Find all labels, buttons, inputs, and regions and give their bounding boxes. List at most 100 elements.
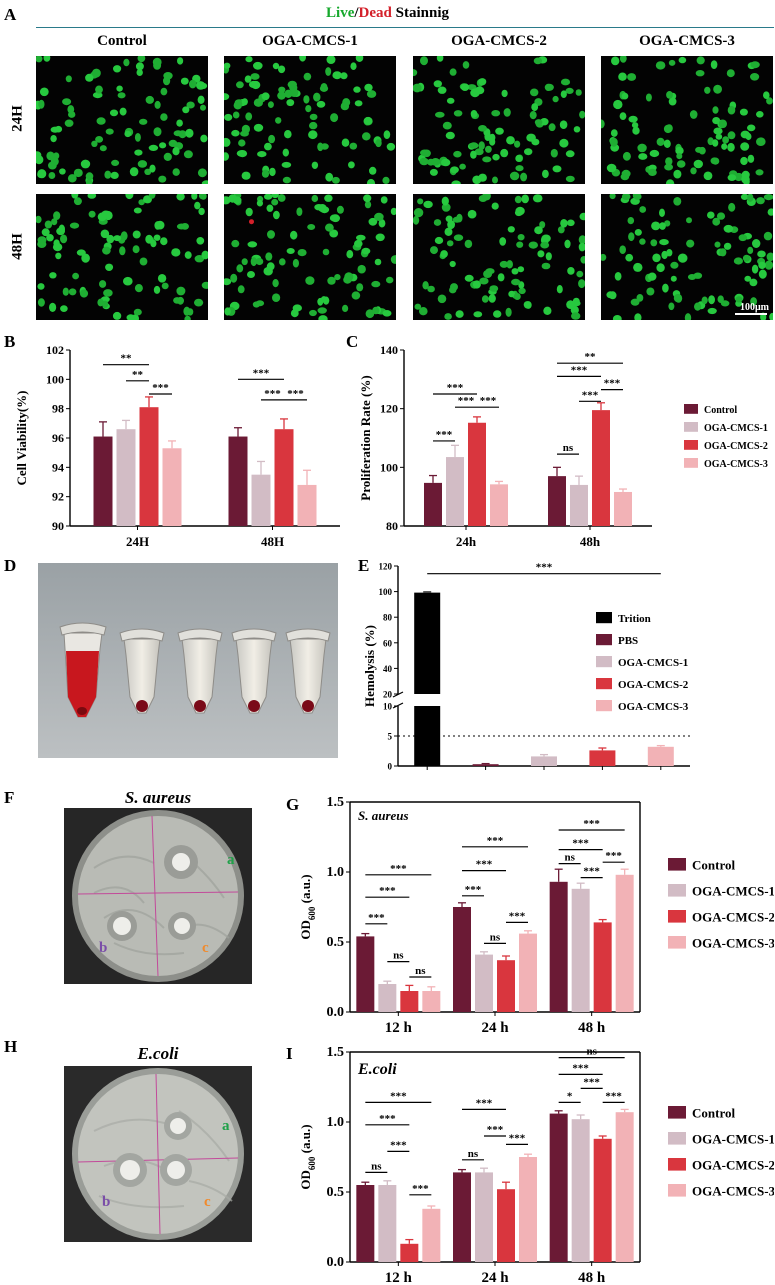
live-cell — [198, 194, 206, 200]
live-cell — [489, 137, 496, 146]
live-cell — [275, 117, 282, 124]
y-axis-label: OD600 (a.u.) — [298, 1124, 317, 1189]
legend-swatch — [668, 1106, 686, 1119]
bar — [519, 1157, 537, 1262]
bar — [446, 457, 464, 526]
live-cell — [758, 269, 767, 279]
live-cell — [707, 211, 715, 219]
bar — [228, 436, 248, 526]
x-tick-label: 48h — [580, 534, 601, 549]
live-cell — [648, 168, 657, 176]
live-cell — [542, 169, 549, 179]
plate-h-label-a: a — [222, 1118, 230, 1134]
live-cell — [449, 260, 456, 268]
bar — [468, 422, 486, 526]
live-cell — [263, 266, 273, 276]
live-cell — [266, 204, 274, 212]
live-cell — [637, 143, 647, 153]
significance-label: *** — [476, 859, 493, 871]
x-tick-label: 12 h — [385, 1270, 413, 1285]
live-cell — [311, 161, 319, 169]
live-cell — [331, 176, 340, 184]
live-cell — [559, 138, 569, 148]
live-cell — [524, 148, 533, 156]
live-cell — [316, 100, 326, 108]
live-cell — [627, 217, 635, 225]
live-cell — [297, 249, 307, 257]
live-cell — [499, 237, 507, 246]
live-cell — [578, 242, 585, 252]
live-cell — [449, 286, 457, 294]
live-cell — [650, 239, 658, 247]
y-tick-label: 80 — [383, 613, 393, 623]
live-cell — [231, 239, 240, 248]
live-cell — [324, 194, 333, 202]
live-cell — [528, 241, 538, 249]
live-cell — [97, 212, 107, 222]
live-cell — [518, 287, 526, 295]
live-cell — [149, 164, 156, 173]
live-cell — [60, 305, 68, 312]
live-cell — [81, 253, 90, 263]
significance-label: *** — [604, 378, 621, 390]
bar — [592, 410, 610, 526]
live-cell — [745, 132, 752, 141]
y-tick-label: 100 — [379, 587, 393, 597]
live-cell — [67, 174, 77, 183]
live-cell — [573, 126, 581, 133]
live-cell — [317, 297, 324, 306]
legend-label: OGA-CMCS-1 — [618, 657, 688, 669]
live-cell — [374, 258, 382, 266]
live-cell — [665, 157, 673, 166]
bar — [453, 907, 471, 1012]
scale-bar-label: 100μm — [740, 302, 769, 313]
live-cell — [383, 130, 391, 139]
live-cell — [271, 198, 279, 206]
live-cell — [176, 119, 183, 127]
bar — [472, 764, 499, 766]
live-cell — [38, 99, 45, 109]
column-title-cmcs3: OGA-CMCS-3 — [639, 33, 735, 49]
live-cell — [237, 285, 245, 294]
significance-label: *** — [509, 1132, 526, 1144]
legend-swatch — [668, 910, 686, 923]
live-cell — [173, 130, 183, 137]
tube-cmcs1 — [177, 628, 223, 714]
live-cell — [134, 284, 143, 293]
live-cell — [241, 258, 248, 266]
legend-swatch — [668, 858, 686, 871]
live-cell — [757, 250, 766, 258]
live-cell — [362, 132, 371, 141]
live-cell — [329, 229, 339, 238]
panel-label-d: D — [4, 556, 17, 575]
live-cell — [124, 130, 132, 138]
live-cell — [532, 194, 543, 203]
live-cell — [727, 142, 735, 152]
live-cell — [313, 92, 321, 102]
live-cell — [646, 287, 655, 296]
live-cell — [575, 89, 582, 96]
live-cell — [545, 252, 552, 261]
live-cell — [659, 239, 669, 246]
legend-swatch — [684, 422, 698, 432]
live-cell — [747, 246, 754, 254]
live-cell — [172, 147, 180, 156]
live-cell — [686, 217, 692, 224]
bar — [116, 429, 136, 526]
y-tick-label: 140 — [380, 343, 398, 357]
live-cell — [429, 168, 438, 176]
y-tick-label: 0.0 — [327, 1255, 345, 1270]
legend-swatch — [668, 1184, 686, 1197]
y-tick-label: 1.0 — [327, 865, 345, 880]
live-cell — [364, 200, 372, 209]
significance-label: *** — [583, 1076, 600, 1088]
live-cell — [126, 314, 135, 320]
live-cell — [303, 72, 312, 81]
significance-label: *** — [605, 850, 622, 862]
live-cell — [531, 103, 539, 112]
live-cell — [720, 300, 730, 307]
live-cell — [342, 304, 349, 312]
live-cell — [232, 196, 242, 205]
live-cell — [673, 294, 682, 303]
live-cell — [88, 210, 96, 218]
